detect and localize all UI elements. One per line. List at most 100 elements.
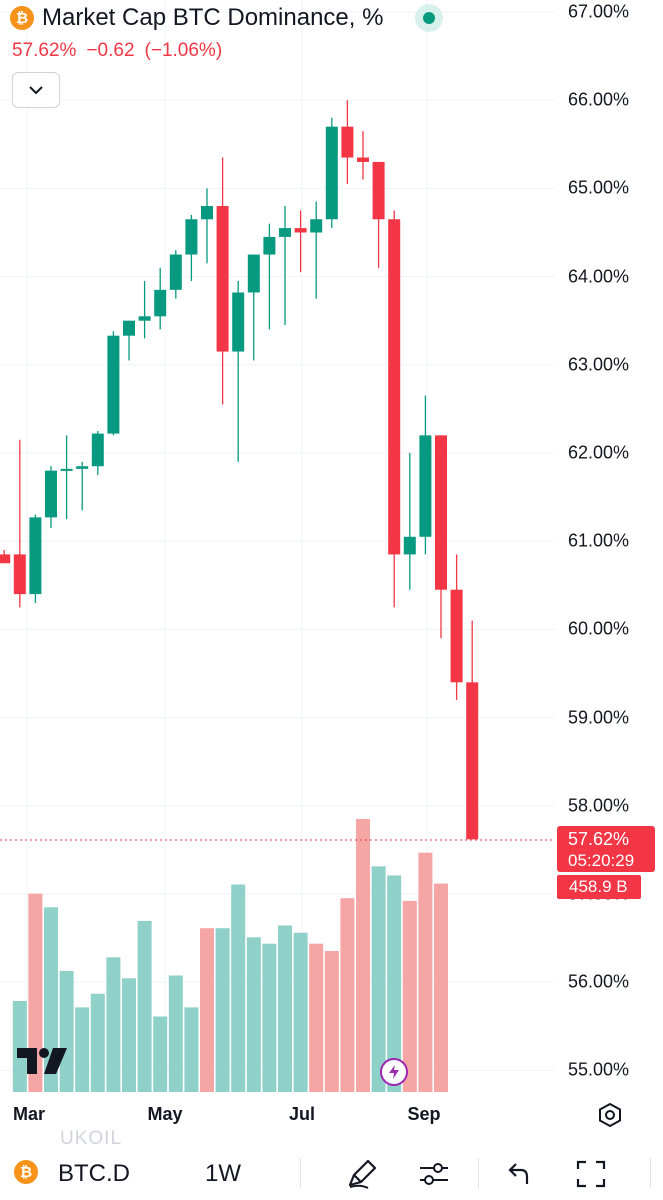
- price-axis-label: 60.00%: [568, 618, 630, 639]
- candle: [216, 157, 229, 405]
- volume-bar: [246, 937, 261, 1092]
- price-axis-label: 66.00%: [568, 89, 630, 110]
- candle: [435, 435, 447, 639]
- price-axis-label: 65.00%: [568, 177, 630, 198]
- candle: [279, 206, 291, 326]
- volume-bar: [231, 884, 246, 1092]
- candle: [201, 188, 213, 264]
- change-abs: −0.62: [86, 40, 135, 61]
- price-axis-label: 61.00%: [568, 530, 630, 551]
- volume-bar: [434, 883, 448, 1092]
- candle-body: [388, 219, 401, 555]
- volume-bar: [340, 898, 355, 1092]
- candle: [310, 201, 323, 299]
- background-watermark: UKOIL: [60, 1128, 123, 1149]
- volume-bar: [168, 975, 183, 1092]
- market-status-icon[interactable]: [415, 4, 443, 32]
- x-label-may: May: [147, 1104, 183, 1124]
- candle-body: [29, 517, 42, 595]
- candle-body: [91, 433, 104, 467]
- candle: [325, 117, 338, 229]
- volume-bar: [12, 1001, 27, 1092]
- price-axis-label: 59.00%: [568, 707, 630, 728]
- candle: [0, 550, 11, 564]
- timeframe-selector[interactable]: 1W: [205, 1160, 241, 1187]
- chevron-down-icon: [29, 86, 43, 95]
- candle-body: [0, 554, 11, 564]
- candle-body: [450, 589, 463, 683]
- volume-bar: [44, 907, 58, 1092]
- candle: [60, 435, 73, 520]
- price-axis-label: 58.00%: [568, 795, 630, 816]
- volume-bar: [122, 978, 136, 1092]
- x-label-jul: Jul: [288, 1104, 316, 1124]
- chart-header: ₿ Market Cap BTC Dominance, %: [10, 4, 383, 32]
- candle: [466, 620, 479, 840]
- candle: [123, 320, 135, 361]
- candle-body: [45, 470, 57, 518]
- candle-body: [76, 466, 89, 469]
- candle-body: [372, 161, 385, 220]
- candle: [403, 453, 416, 590]
- candle: [138, 281, 151, 339]
- toolbar-divider: [300, 1158, 301, 1188]
- candle-body: [60, 468, 73, 471]
- candle: [232, 281, 245, 462]
- volume-bar: [75, 1007, 90, 1092]
- price-axis-label: 63.00%: [568, 354, 630, 375]
- volume-bar: [371, 866, 386, 1092]
- volume-bar: [324, 950, 339, 1092]
- chart-title: Market Cap BTC Dominance, %: [42, 4, 384, 31]
- bottom-toolbar: ₿ BTC.D 1W: [0, 1148, 663, 1200]
- candle: [247, 254, 260, 361]
- volume-bar: [90, 993, 105, 1092]
- candle-body: [466, 682, 479, 840]
- symbol-coin-icon: ₿: [14, 1160, 38, 1184]
- settings-icon[interactable]: [597, 1102, 623, 1128]
- candle-body: [13, 554, 26, 595]
- volume-bar: [293, 932, 308, 1092]
- collapse-legend-button[interactable]: [12, 72, 60, 108]
- candle-body: [325, 126, 338, 220]
- candle-body: [419, 435, 432, 537]
- price-marker: 57.62% 05:20:29: [557, 826, 655, 872]
- candle-body: [357, 157, 369, 162]
- candle-body: [310, 219, 323, 233]
- volume-bar: [402, 900, 417, 1092]
- candle: [13, 439, 26, 608]
- candle-body: [123, 320, 135, 336]
- tradingview-logo-icon[interactable]: [17, 1048, 67, 1074]
- candle: [29, 514, 42, 603]
- candle: [419, 395, 432, 555]
- volume-bar: [215, 928, 230, 1092]
- candle-body: [185, 219, 198, 255]
- candle: [388, 210, 401, 608]
- price-change: 57.62% −0.62 (−1.06%): [12, 40, 222, 62]
- indicators-sliders-icon[interactable]: [417, 1158, 451, 1190]
- candle-body: [247, 254, 260, 293]
- candle-body: [154, 289, 167, 317]
- last-value: 57.62%: [12, 40, 77, 61]
- fullscreen-icon[interactable]: [575, 1158, 607, 1190]
- volume-bar: [418, 852, 433, 1092]
- candle-body: [263, 236, 276, 255]
- candle-body: [216, 206, 229, 352]
- volume-bar: [200, 928, 214, 1092]
- candle-body: [232, 292, 245, 352]
- candle: [91, 430, 104, 476]
- symbol-selector[interactable]: BTC.D: [58, 1160, 130, 1187]
- candle: [107, 331, 120, 436]
- drawing-brush-icon[interactable]: [346, 1158, 378, 1190]
- undo-icon[interactable]: [503, 1158, 533, 1190]
- candle: [450, 554, 463, 700]
- price-axis-label: 62.00%: [568, 442, 630, 463]
- volume-bar: [59, 970, 74, 1092]
- volume-bar: [184, 1007, 199, 1092]
- candle: [341, 100, 354, 184]
- lightning-icon[interactable]: [380, 1058, 408, 1086]
- candle: [357, 131, 369, 180]
- volume-bar: [153, 1016, 168, 1092]
- candle-body: [138, 316, 151, 321]
- candle: [185, 214, 198, 282]
